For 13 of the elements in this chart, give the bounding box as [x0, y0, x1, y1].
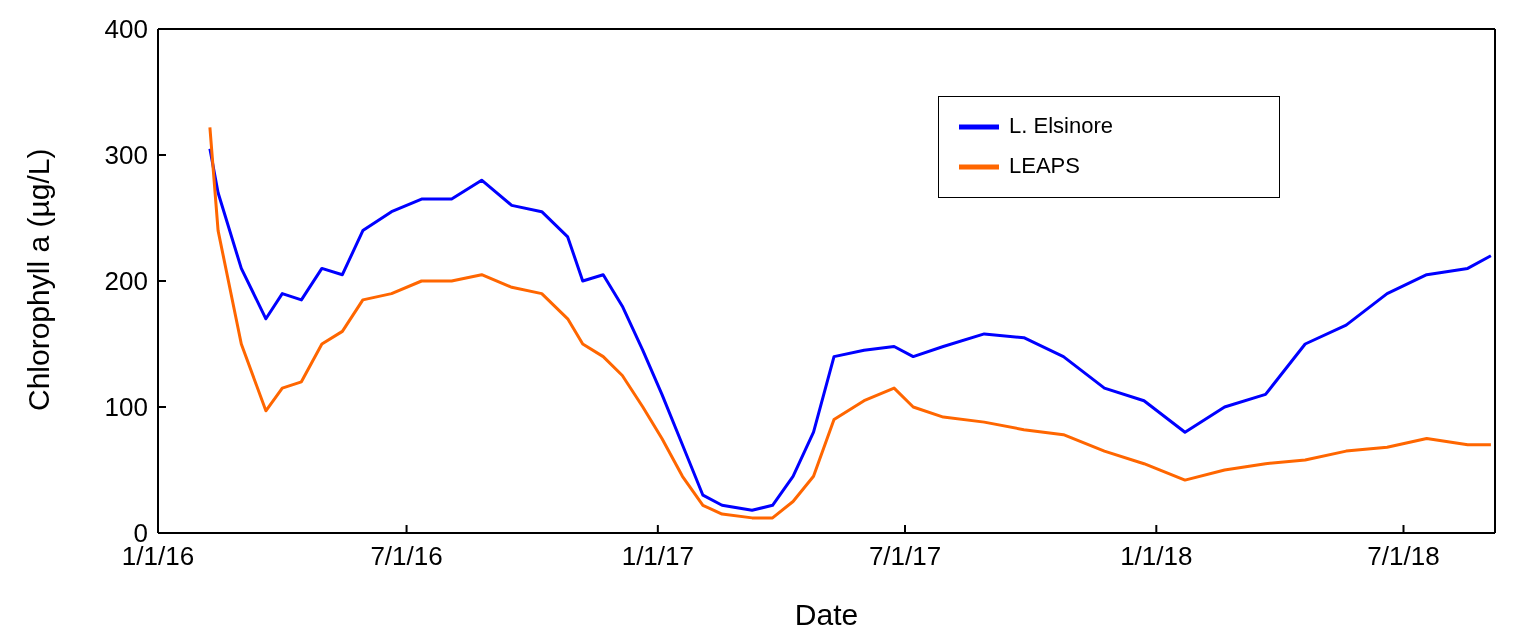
y-tick-label: 400 [104, 14, 148, 45]
x-tick-label: 1/1/18 [1120, 541, 1193, 572]
x-tick-label: 7/1/17 [868, 541, 942, 572]
y-tick-label: 300 [104, 140, 148, 171]
x-tick-label: 7/1/16 [370, 541, 443, 572]
y-tick-label: 100 [104, 392, 148, 423]
x-axis-title: Date [794, 598, 859, 631]
x-tick-label: 7/1/18 [1367, 541, 1440, 572]
legend-label: LEAPS [1009, 152, 1080, 178]
y-axis-title: Chlorophyll a (µg/L) [21, 148, 55, 411]
y-tick-label: 200 [104, 266, 148, 297]
legend-label: L. Elsinore [1009, 112, 1113, 138]
x-tick-label: 1/1/17 [621, 541, 694, 572]
